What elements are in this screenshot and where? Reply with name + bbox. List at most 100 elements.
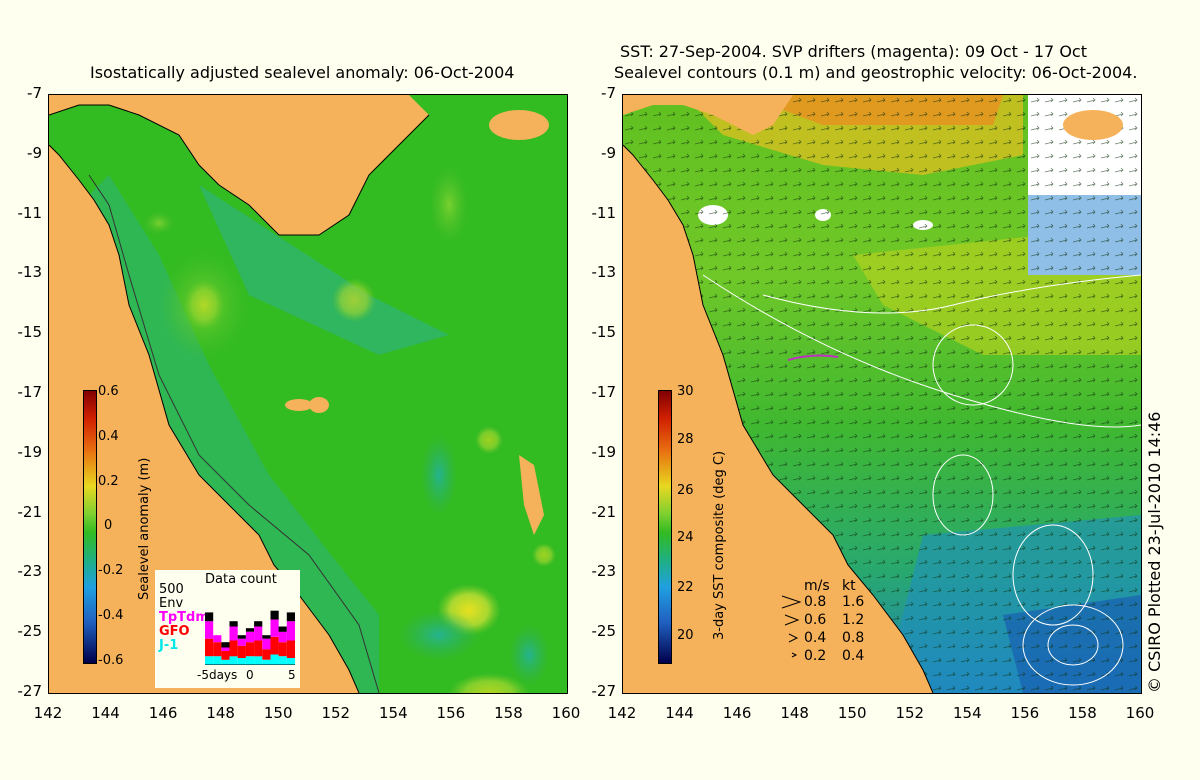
- sealevel-colorbar-tick: 0.4: [98, 429, 119, 444]
- right-x-tick: 148: [780, 704, 809, 722]
- left-y-tick: -13: [17, 263, 43, 282]
- data-count-bar-j-1: [221, 659, 230, 665]
- right-y-tick: -19: [591, 442, 617, 461]
- right-x-tick: 142: [607, 704, 637, 722]
- right-y-tick: -17: [591, 383, 617, 401]
- data-count-bar-tptdm: [237, 638, 246, 646]
- velocity-legend-header-ms: m/s: [804, 578, 830, 594]
- left-panel-title: Isostatically adjusted sealevel anomaly:…: [90, 63, 515, 82]
- data-count-inset: Data count 500 Env TpTdm GFO J-1 -5days …: [155, 570, 300, 688]
- sealevel-colorbar-tick: 0: [104, 518, 113, 533]
- sst-colorbar-tick: 22: [677, 580, 694, 595]
- left-x-tick: 148: [206, 704, 235, 722]
- data-count-bar-j-1: [262, 659, 271, 665]
- sealevel-anomaly-map: [48, 94, 568, 694]
- left-y-tick: -23: [17, 562, 43, 581]
- left-y-tick: -7: [27, 84, 42, 102]
- sst-heatmap: [623, 95, 1141, 693]
- velocity-legend-ms: 0.2: [804, 648, 827, 664]
- data-count-bar-tptdm: [262, 638, 271, 650]
- right-y-tick: -7: [601, 84, 616, 102]
- sealevel-colorbar-tick: -0.6: [98, 653, 124, 668]
- left-y-tick: -9: [27, 143, 42, 162]
- velocity-legend-kt: 0.8: [842, 630, 865, 646]
- right-panel-title-line1: SST: 27-Sep-2004. SVP drifters (magenta)…: [620, 42, 1087, 61]
- right-y-tick: -23: [591, 562, 617, 581]
- sealevel-colorbar-tick: -0.4: [98, 608, 124, 623]
- data-count-xtick: 5: [288, 668, 296, 682]
- data-count-bar-j-1: [278, 656, 287, 665]
- data-count-bar-j-1: [270, 654, 279, 665]
- right-x-tick: 152: [895, 704, 925, 722]
- left-y-tick: -25: [17, 622, 43, 641]
- right-y-tick: -11: [591, 203, 617, 222]
- right-x-tick: 158: [1068, 704, 1097, 722]
- left-y-tick: -15: [17, 323, 43, 342]
- data-count-xtick: 0: [246, 668, 254, 682]
- sealevel-colorbar-tick: 0.6: [98, 384, 119, 399]
- data-count-bar-gfo: [286, 640, 295, 658]
- data-count-bar-tptdm: [229, 626, 238, 641]
- right-x-tick: 160: [1125, 704, 1155, 722]
- data-count-scale: 500: [159, 582, 184, 597]
- left-x-tick: 142: [33, 704, 63, 722]
- right-x-tick: 150: [837, 704, 867, 722]
- data-count-bar-gfo: [245, 642, 255, 657]
- sst-colorbar-tick: 30: [677, 384, 694, 399]
- data-count-bar-env: [254, 621, 263, 627]
- left-x-tick: 158: [494, 704, 523, 722]
- right-x-tick: 144: [665, 704, 694, 722]
- data-count-bar-tptdm: [270, 619, 279, 637]
- sst-colorbar-tick: 26: [677, 483, 694, 498]
- data-count-bar-tptdm: [245, 631, 255, 643]
- data-count-bar-tptdm: [213, 635, 222, 643]
- legend-j1: J-1: [159, 638, 179, 653]
- data-count-bar-j-1: [254, 656, 263, 665]
- data-count-bar-env: [278, 626, 287, 632]
- legend-env: Env: [159, 596, 184, 611]
- data-count-bar-tptdm: [286, 621, 295, 641]
- velocity-legend-kt: 1.2: [842, 612, 865, 628]
- left-x-tick: 156: [436, 704, 466, 722]
- data-count-chart: [205, 610, 295, 665]
- data-count-bar-j-1: [286, 658, 295, 665]
- data-count-bar-env: [245, 628, 255, 632]
- right-y-tick: -13: [591, 263, 617, 282]
- data-count-bar-gfo: [237, 645, 246, 658]
- legend-gfo: GFO: [159, 624, 190, 639]
- sst-colorbar: [658, 390, 672, 664]
- data-count-bar-env: [270, 610, 279, 620]
- velocity-legend-kt: 1.6: [842, 594, 865, 610]
- data-count-title: Data count: [205, 572, 277, 587]
- data-count-bar-tptdm: [221, 647, 230, 651]
- data-count-bar-gfo: [270, 637, 279, 655]
- copyright-text: © CSIRO Plotted 23-Jul-2010 14:46: [1145, 411, 1164, 693]
- velocity-legend-ms: 0.6: [804, 612, 827, 628]
- data-count-bar-env: [262, 635, 271, 639]
- sealevel-anomaly-heatmap: [49, 95, 567, 693]
- left-x-tick: 144: [91, 704, 120, 722]
- left-y-tick: -21: [17, 502, 43, 521]
- right-y-tick: -25: [591, 622, 617, 641]
- right-y-tick: -15: [591, 323, 617, 342]
- data-count-bar-gfo: [278, 642, 287, 657]
- right-y-tick: -27: [591, 682, 617, 700]
- sealevel-colorbar-label: Sealevel anomaly (m): [137, 457, 152, 600]
- sst-map: [622, 94, 1142, 694]
- data-count-bar-gfo: [262, 649, 271, 660]
- data-count-bar-tptdm: [254, 626, 263, 641]
- left-y-tick: -19: [17, 442, 43, 461]
- right-x-tick: 146: [722, 704, 752, 722]
- left-x-tick: 146: [148, 704, 178, 722]
- left-y-tick: -27: [17, 682, 43, 700]
- data-count-bar-tptdm: [205, 621, 214, 639]
- left-x-tick: 154: [379, 704, 408, 722]
- velocity-legend-header-kt: kt: [842, 578, 856, 594]
- sst-colorbar-tick: 28: [677, 432, 694, 447]
- data-count-bar-j-1: [213, 656, 222, 665]
- legend-tptdm: TpTdm: [159, 610, 209, 625]
- data-count-bar-j-1: [237, 658, 246, 665]
- data-count-bar-env: [205, 612, 214, 622]
- velocity-legend-arrows: [781, 595, 802, 658]
- data-count-bar-gfo: [213, 642, 222, 657]
